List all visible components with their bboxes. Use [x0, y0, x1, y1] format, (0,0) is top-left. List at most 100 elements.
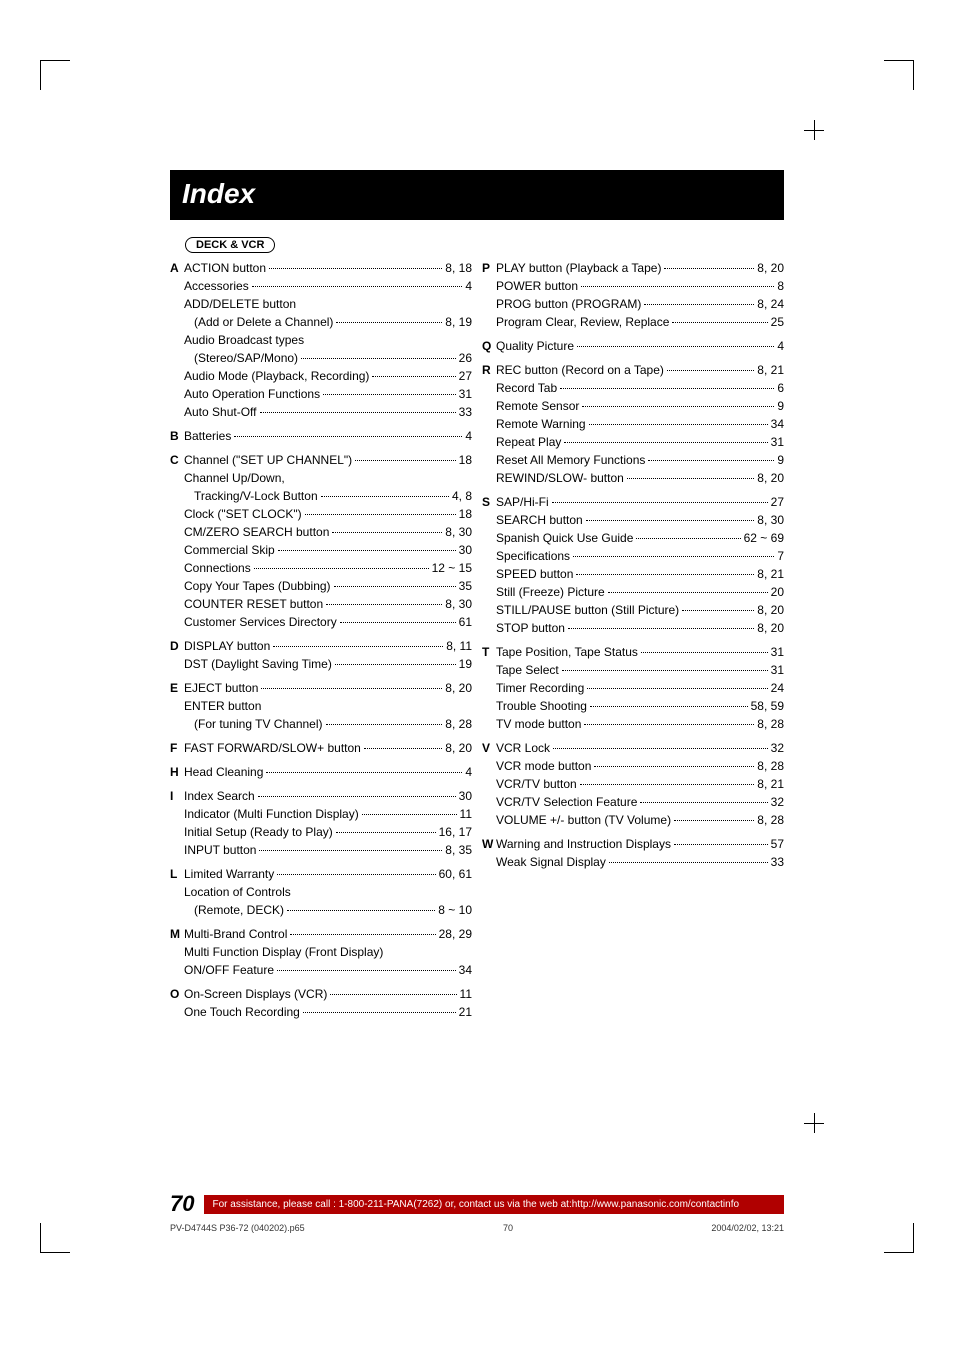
index-page: 8, 28 [757, 811, 784, 829]
index-page: 31 [771, 643, 784, 661]
index-page: 7 [777, 547, 784, 565]
index-label: REWIND/SLOW- button [496, 469, 624, 487]
index-label: POWER button [496, 277, 578, 295]
index-label: COUNTER RESET button [184, 595, 323, 613]
index-label: (Add or Delete a Channel) [194, 313, 333, 331]
index-label: Clock ("SET CLOCK") [184, 505, 302, 523]
index-label: Spanish Quick Use Guide [496, 529, 633, 547]
index-entry: FFAST FORWARD/SLOW+ button8, 20 [170, 739, 472, 757]
index-dots [273, 646, 443, 647]
index-letter: P [482, 259, 496, 277]
index-entry: IIndex Search30 [170, 787, 472, 805]
index-page: 9 [777, 397, 784, 415]
index-entry: LLimited Warranty60, 61 [170, 865, 472, 883]
index-page: 20 [771, 583, 784, 601]
index-page: 32 [771, 739, 784, 757]
index-label: Trouble Shooting [496, 697, 587, 715]
index-label: DISPLAY button [184, 637, 270, 655]
index-page: 16, 17 [439, 823, 472, 841]
index-dots [594, 766, 754, 767]
index-label: Indicator (Multi Function Display) [184, 805, 359, 823]
index-label: Reset All Memory Functions [496, 451, 645, 469]
index-dots [372, 376, 455, 377]
index-entry: Customer Services Directory61 [170, 613, 472, 631]
index-entry: Weak Signal Display33 [482, 853, 784, 871]
index-dots [259, 850, 442, 851]
index-entry: EEJECT button8, 20 [170, 679, 472, 697]
footer-assistance: For assistance, please call : 1-800-211-… [204, 1195, 784, 1214]
index-entry: INPUT button8, 35 [170, 841, 472, 859]
index-page: 34 [459, 961, 472, 979]
index-dots [648, 460, 774, 461]
index-dots [608, 592, 768, 593]
index-entry: VOLUME +/- button (TV Volume)8, 28 [482, 811, 784, 829]
index-letter: M [170, 925, 184, 943]
crop-mark-bl [40, 1223, 70, 1253]
index-label: STOP button [496, 619, 565, 637]
index-label: ACTION button [184, 259, 266, 277]
index-dots [636, 538, 740, 539]
index-label: Remote Sensor [496, 397, 579, 415]
index-page: 8, 11 [446, 637, 472, 655]
index-label: Tracking/V-Lock Button [194, 487, 318, 505]
index-page: 8, 20 [757, 601, 784, 619]
index-label: Remote Warning [496, 415, 586, 433]
index-label: SPEED button [496, 565, 573, 583]
index-dots [234, 436, 462, 437]
index-page: 24 [771, 679, 784, 697]
index-label: ADD/DELETE button [184, 295, 296, 313]
index-dots [568, 628, 754, 629]
index-entry: Copy Your Tapes (Dubbing)35 [170, 577, 472, 595]
index-dots [573, 556, 774, 557]
index-page: 6 [777, 379, 784, 397]
index-letter: Q [482, 337, 496, 355]
index-dots [364, 748, 442, 749]
index-dots [564, 442, 767, 443]
index-dots [580, 784, 755, 785]
index-page: 31 [771, 433, 784, 451]
index-dots [254, 568, 429, 569]
index-dots [674, 820, 754, 821]
index-entry: Channel Up/Down, [170, 469, 472, 487]
index-page: 8, 20 [445, 679, 472, 697]
index-entry: Remote Warning 34 [482, 415, 784, 433]
index-page: 8, 30 [757, 511, 784, 529]
index-label: Index Search [184, 787, 255, 805]
index-letter: L [170, 865, 184, 883]
index-entry: Spanish Quick Use Guide62 ~ 69 [482, 529, 784, 547]
index-page: 4 [465, 427, 472, 445]
index-entry: Commercial Skip30 [170, 541, 472, 559]
index-label: Channel Up/Down, [184, 469, 285, 487]
index-page: 57 [771, 835, 784, 853]
index-label: PROG button (PROGRAM) [496, 295, 641, 313]
index-label: SAP/Hi-Fi [496, 493, 549, 511]
index-label: Accessories [184, 277, 249, 295]
index-dots [252, 286, 463, 287]
index-dots [326, 724, 443, 725]
index-dots [321, 496, 449, 497]
index-label: Commercial Skip [184, 541, 275, 559]
index-entry: Tape Select31 [482, 661, 784, 679]
index-entry: HHead Cleaning4 [170, 763, 472, 781]
index-page: 4 [465, 763, 472, 781]
footer-row: 70 For assistance, please call : 1-800-2… [0, 1191, 954, 1217]
index-label: Customer Services Directory [184, 613, 337, 631]
index-page: 33 [459, 403, 472, 421]
index-page: 8, 20 [757, 259, 784, 277]
index-page: 32 [771, 793, 784, 811]
title-bar: Index [170, 170, 784, 220]
index-page: 11 [460, 805, 472, 823]
index-page: 8, 28 [757, 715, 784, 733]
index-label: Audio Mode (Playback, Recording) [184, 367, 369, 385]
index-dots [560, 388, 774, 389]
index-label: PLAY button (Playback a Tape) [496, 259, 661, 277]
index-entry: ENTER button [170, 697, 472, 715]
index-label: Program Clear, Review, Replace [496, 313, 669, 331]
index-entry: Timer Recording24 [482, 679, 784, 697]
index-dots [336, 322, 442, 323]
index-page: 4 [777, 337, 784, 355]
index-label: Location of Controls [184, 883, 291, 901]
index-page: 8, 35 [445, 841, 472, 859]
index-page: 34 [771, 415, 784, 433]
index-label: Initial Setup (Ready to Play) [184, 823, 333, 841]
